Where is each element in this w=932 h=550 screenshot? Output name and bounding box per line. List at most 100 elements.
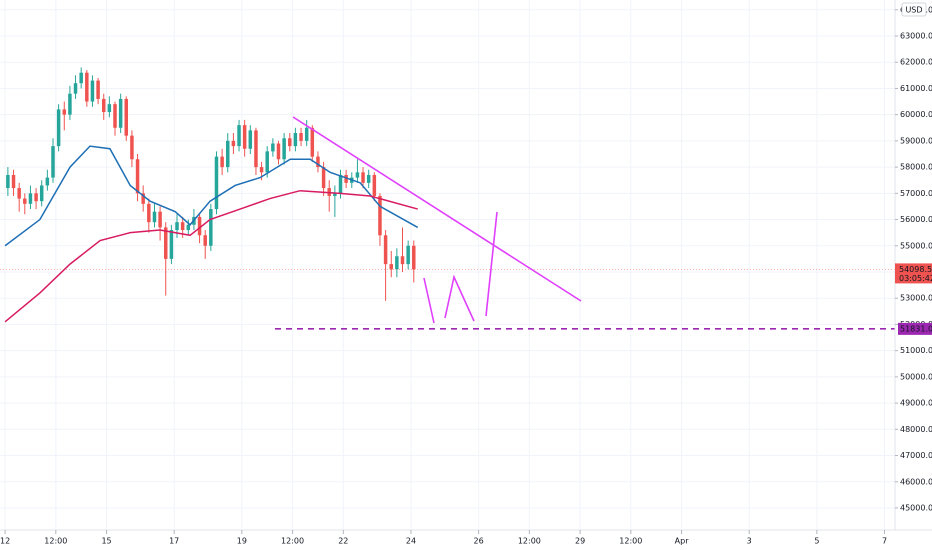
- currency-box: [901, 2, 927, 17]
- price-tag-label: 54098.56: [899, 265, 932, 274]
- candle-body: [333, 193, 337, 196]
- candle-body: [242, 125, 247, 149]
- candle-body: [118, 98, 123, 128]
- candle-body: [45, 177, 50, 186]
- candle-body: [130, 135, 134, 160]
- candle-body: [107, 104, 112, 113]
- candle-body: [209, 209, 213, 246]
- candle-body: [271, 143, 275, 152]
- y-tick-label: 59000.00: [900, 136, 932, 145]
- candle-body: [338, 174, 343, 194]
- x-tick-label: 12:00: [619, 537, 642, 546]
- y-tick-label: 48000.00: [900, 425, 932, 434]
- drawings: [275, 116, 895, 330]
- candle-body: [141, 193, 145, 204]
- x-tick-label: 22: [338, 537, 348, 546]
- moving-average: [4, 189, 418, 323]
- candle-body: [163, 227, 168, 259]
- y-tick-label: 58000.00: [900, 163, 932, 172]
- candle-body: [203, 235, 207, 246]
- candle-body: [34, 193, 38, 202]
- y-tick-label: 63000.00: [900, 32, 932, 41]
- candle-body: [68, 93, 72, 115]
- x-tick-label: 12:00: [518, 537, 541, 546]
- candle-body: [85, 72, 89, 102]
- candle-body: [56, 109, 61, 147]
- candle-body: [169, 230, 174, 259]
- candle-body: [135, 159, 140, 194]
- candle-body: [310, 127, 315, 157]
- candle-body: [11, 174, 16, 189]
- candle-body: [214, 156, 219, 210]
- sketch-line: [423, 277, 435, 324]
- candle-body: [225, 140, 230, 168]
- candle-body: [231, 140, 236, 147]
- candle-body: [383, 235, 388, 265]
- candle-body: [51, 146, 55, 178]
- candle-body: [372, 174, 377, 196]
- candle-body: [79, 72, 83, 84]
- candle-body: [395, 256, 399, 270]
- support-tag: [898, 322, 932, 335]
- y-tick-label: 53000.00: [900, 294, 932, 303]
- candle-body: [282, 138, 286, 160]
- candle-body: [293, 133, 298, 147]
- y-tick-label: 51000.00: [900, 346, 932, 355]
- y-tick-label: 62000.00: [900, 58, 932, 67]
- y-tick-label: 49000.00: [900, 399, 932, 408]
- candle-body: [6, 174, 10, 189]
- candle-body: [158, 211, 162, 228]
- candle-body: [180, 222, 185, 231]
- candle-body: [288, 138, 292, 147]
- y-tick-label: 56000.00: [900, 215, 932, 224]
- support-tag-label: 51831.00: [900, 324, 932, 333]
- y-tick-label: 47000.00: [900, 451, 932, 460]
- candle-body: [90, 80, 95, 102]
- candle-body: [96, 80, 100, 99]
- y-tick-label: 57000.00: [900, 189, 932, 198]
- x-tick-label: 24: [406, 537, 416, 546]
- y-tick-label: 45000.00: [900, 503, 932, 512]
- candle-body: [28, 193, 33, 204]
- candle-body: [220, 156, 224, 168]
- candle-body: [321, 167, 326, 189]
- candle-body: [304, 127, 309, 141]
- candle-body: [378, 195, 382, 236]
- x-tick-label: 19: [237, 537, 247, 546]
- x-tick-label: 29: [575, 537, 585, 546]
- x-tick-label: 12:00: [44, 537, 67, 546]
- candle-body: [17, 188, 21, 199]
- candle-body: [113, 104, 117, 128]
- candle-body: [254, 130, 258, 168]
- moving-average: [4, 145, 419, 247]
- price-tag: [895, 263, 932, 284]
- candle-body: [62, 109, 67, 115]
- candle-body: [389, 264, 393, 270]
- x-tick-label: 3: [747, 537, 752, 546]
- grid: [0, 0, 895, 530]
- x-tick-label: Apr: [675, 537, 690, 546]
- x-tick-label: 12: [0, 537, 10, 546]
- candle-body: [316, 156, 320, 168]
- candle-body: [400, 256, 405, 265]
- x-tick-label: 12:00: [281, 537, 304, 546]
- candle-body: [39, 185, 44, 202]
- y-tick-label: 55000.00: [900, 241, 932, 250]
- candle-body: [299, 133, 303, 141]
- candle-body: [197, 216, 202, 236]
- x-tick-label: 7: [882, 537, 887, 546]
- candle-body: [186, 224, 191, 231]
- candle-body: [147, 203, 151, 223]
- candle-body: [237, 125, 241, 147]
- candle-body: [152, 211, 157, 223]
- candle-body: [175, 222, 179, 231]
- x-tick-label: 15: [101, 537, 111, 546]
- y-tick-label: 50000.00: [900, 372, 932, 381]
- candle-body: [265, 151, 269, 173]
- candle-body: [248, 130, 253, 149]
- candle-body: [412, 245, 416, 270]
- candle-body: [259, 167, 264, 173]
- candle-body: [344, 174, 348, 183]
- marks: [0, 67, 895, 323]
